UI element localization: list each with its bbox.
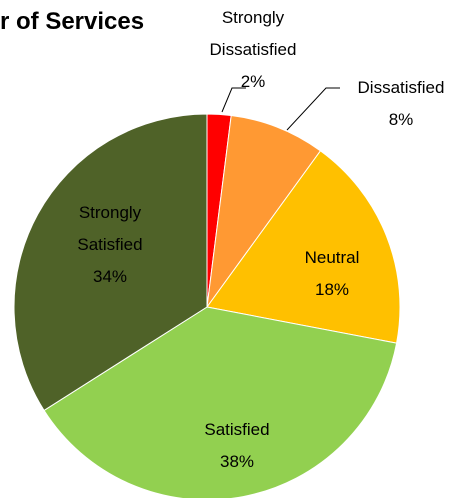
data-label: Strongly Satisfied 34%: [55, 197, 165, 293]
value-label: 18%: [314, 280, 350, 299]
data-label: Strongly Dissatisfied 2%: [197, 2, 309, 98]
value-label: 2%: [240, 72, 266, 91]
category-label: Neutral: [304, 248, 360, 267]
data-label: Neutral 18%: [277, 242, 387, 306]
leader-line: [286, 87, 340, 131]
value-label: 34%: [92, 267, 128, 286]
data-label: Dissatisfied 8%: [336, 72, 466, 136]
leader-line: [221, 87, 246, 113]
category-label: Strongly Satisfied: [77, 203, 143, 254]
pie-slice: [13, 113, 208, 412]
pie-slice: [206, 150, 401, 344]
category-label: Strongly Dissatisfied: [209, 8, 297, 59]
value-label: 38%: [219, 452, 255, 471]
category-label: Satisfied: [204, 420, 270, 439]
data-label: Satisfied 38%: [182, 414, 292, 478]
chart-title: r of Services: [0, 8, 145, 35]
pie-slice: [206, 114, 322, 308]
value-label: 8%: [388, 110, 414, 129]
category-label: Dissatisfied: [357, 78, 445, 97]
